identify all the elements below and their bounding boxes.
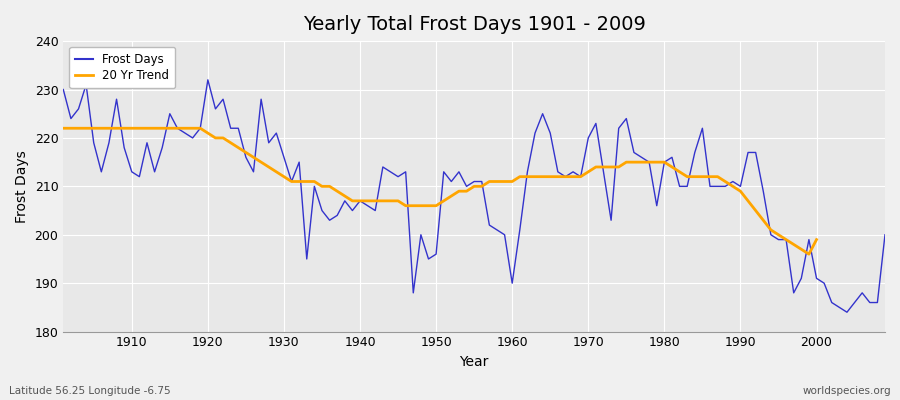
Y-axis label: Frost Days: Frost Days xyxy=(15,150,29,223)
Legend: Frost Days, 20 Yr Trend: Frost Days, 20 Yr Trend xyxy=(69,47,176,88)
X-axis label: Year: Year xyxy=(460,355,489,369)
Text: worldspecies.org: worldspecies.org xyxy=(803,386,891,396)
Title: Yearly Total Frost Days 1901 - 2009: Yearly Total Frost Days 1901 - 2009 xyxy=(302,15,645,34)
Text: Latitude 56.25 Longitude -6.75: Latitude 56.25 Longitude -6.75 xyxy=(9,386,171,396)
